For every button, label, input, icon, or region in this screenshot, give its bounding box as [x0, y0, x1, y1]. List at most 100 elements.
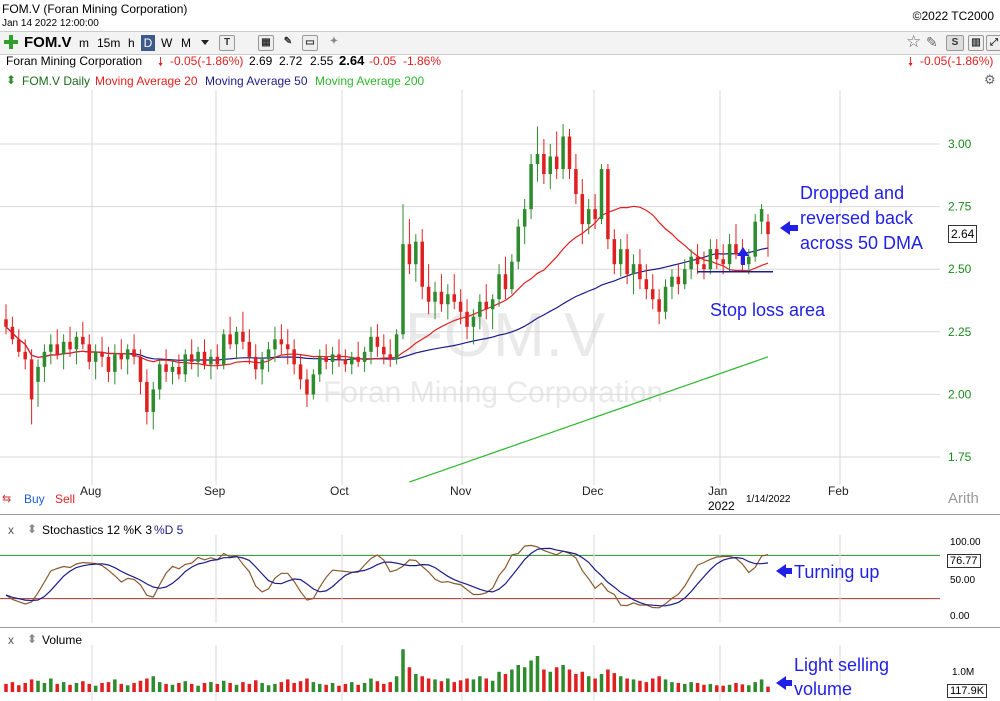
- candle-body: [676, 276, 681, 285]
- volume-bar: [625, 678, 629, 692]
- candle-body: [337, 354, 341, 360]
- volume-bar: [663, 679, 668, 692]
- candle-body: [318, 356, 322, 375]
- volume-bar: [670, 682, 674, 692]
- volume-bar: [253, 680, 258, 692]
- candle-body: [305, 379, 309, 395]
- interval-minute[interactable]: m: [79, 36, 89, 50]
- volume-bar: [177, 683, 181, 692]
- chart-type-icon[interactable]: T: [219, 35, 235, 51]
- volume-bar: [266, 685, 271, 692]
- volume-bar: [183, 681, 188, 692]
- volume-bar: [119, 683, 124, 692]
- interval-daily[interactable]: D: [141, 35, 155, 51]
- volume-bar: [618, 676, 623, 692]
- edit-pencil-icon[interactable]: ✎: [926, 34, 938, 50]
- volume-bar: [196, 685, 200, 692]
- interval-hour[interactable]: h: [128, 36, 135, 50]
- candle-body: [401, 244, 405, 335]
- current-date-label: 1/14/2022: [746, 494, 791, 505]
- volume-bar: [330, 683, 335, 692]
- interval-monthly[interactable]: M: [181, 36, 191, 50]
- volume-bar: [138, 680, 143, 692]
- volume-bar: [708, 683, 713, 692]
- note-icon[interactable]: ▭: [302, 35, 318, 51]
- buy-button[interactable]: Buy: [24, 492, 45, 506]
- volume-bar: [689, 682, 693, 692]
- volume-bar: [766, 686, 770, 692]
- volume-bar: [305, 678, 309, 692]
- pane-separator-1[interactable]: [0, 514, 1000, 515]
- add-symbol-icon[interactable]: [4, 35, 18, 49]
- pane-separator-2[interactable]: [0, 627, 1000, 628]
- candle-body: [177, 366, 181, 375]
- volume-bar: [260, 683, 264, 692]
- sell-button[interactable]: Sell: [55, 492, 76, 506]
- candle-body: [580, 194, 585, 225]
- symbol-field[interactable]: FOM.V: [24, 34, 72, 51]
- volume-bar: [548, 671, 553, 692]
- volume-bar: [157, 682, 162, 692]
- candle-body: [420, 241, 424, 287]
- volume-bar: [747, 685, 751, 692]
- stoch-annotation: Turning up: [794, 562, 880, 582]
- volume-bar: [740, 684, 745, 692]
- month-label: Sep: [204, 484, 226, 498]
- volume-bar: [55, 683, 59, 692]
- volume-bar: [715, 685, 719, 692]
- stoch-d-line: [5, 547, 769, 607]
- candle-body: [727, 244, 732, 265]
- volume-bar: [42, 683, 47, 692]
- volume-close-icon[interactable]: x: [8, 633, 14, 647]
- draw-pencil-icon[interactable]: ✎: [283, 36, 293, 47]
- settings-gear-icon[interactable]: ⚙: [984, 72, 996, 87]
- candle-body: [433, 291, 437, 302]
- toolbar: [0, 31, 1000, 55]
- settings-button[interactable]: S: [946, 35, 964, 51]
- candle-body: [260, 359, 264, 370]
- legend-ma20: Moving Average 20: [95, 74, 198, 88]
- candle-body: [446, 294, 450, 305]
- candle-body: [702, 264, 706, 270]
- price-tick-label: 2.50: [948, 262, 972, 276]
- tools-icon[interactable]: ✦: [329, 36, 339, 47]
- volume-bar: [465, 678, 469, 692]
- stochastics-chart: [0, 535, 940, 623]
- buy-sell-icon[interactable]: ⇆: [2, 493, 12, 505]
- candle-body: [241, 331, 245, 342]
- candle-body: [766, 221, 770, 235]
- volume-bar: [734, 683, 738, 692]
- volume-bar: [324, 684, 328, 692]
- volume-bar: [81, 681, 85, 692]
- candle-body: [330, 354, 335, 362]
- interval-dropdown-icon[interactable]: [201, 40, 209, 45]
- price-tick-label: 3.00: [948, 137, 972, 151]
- stoch-title: Stochastics 12 %K 3: [42, 523, 153, 537]
- volume-bar: [318, 683, 322, 692]
- expand-icon[interactable]: ⤢: [986, 35, 1000, 51]
- stoch-level-50: 50.00: [950, 575, 976, 586]
- volume-bar: [682, 683, 687, 692]
- candle-body: [574, 169, 578, 195]
- scale-mode[interactable]: Arith: [948, 490, 979, 507]
- interval-weekly[interactable]: W: [161, 36, 173, 50]
- window-title: FOM.V (Foran Mining Corporation): [2, 2, 188, 16]
- candle-body: [183, 354, 188, 375]
- volume-bar: [516, 665, 521, 692]
- candle-body: [586, 209, 591, 225]
- layout-grid-icon[interactable]: ▦: [258, 35, 274, 51]
- candle-body: [164, 364, 168, 372]
- volume-bar: [61, 682, 66, 692]
- candle-body: [36, 366, 40, 382]
- candle-body: [715, 249, 719, 260]
- candle-body: [189, 354, 194, 362]
- favorite-star-icon[interactable]: ☆: [906, 32, 922, 51]
- candle-body: [87, 344, 92, 362]
- interval-15m[interactable]: 15m: [97, 36, 121, 50]
- candle-body: [350, 356, 354, 365]
- layout-icon[interactable]: ▥: [968, 35, 984, 51]
- volume-bar: [100, 683, 104, 692]
- volume-bar: [170, 684, 175, 692]
- stoch-close-icon[interactable]: x: [8, 523, 14, 537]
- candle-body: [644, 279, 649, 290]
